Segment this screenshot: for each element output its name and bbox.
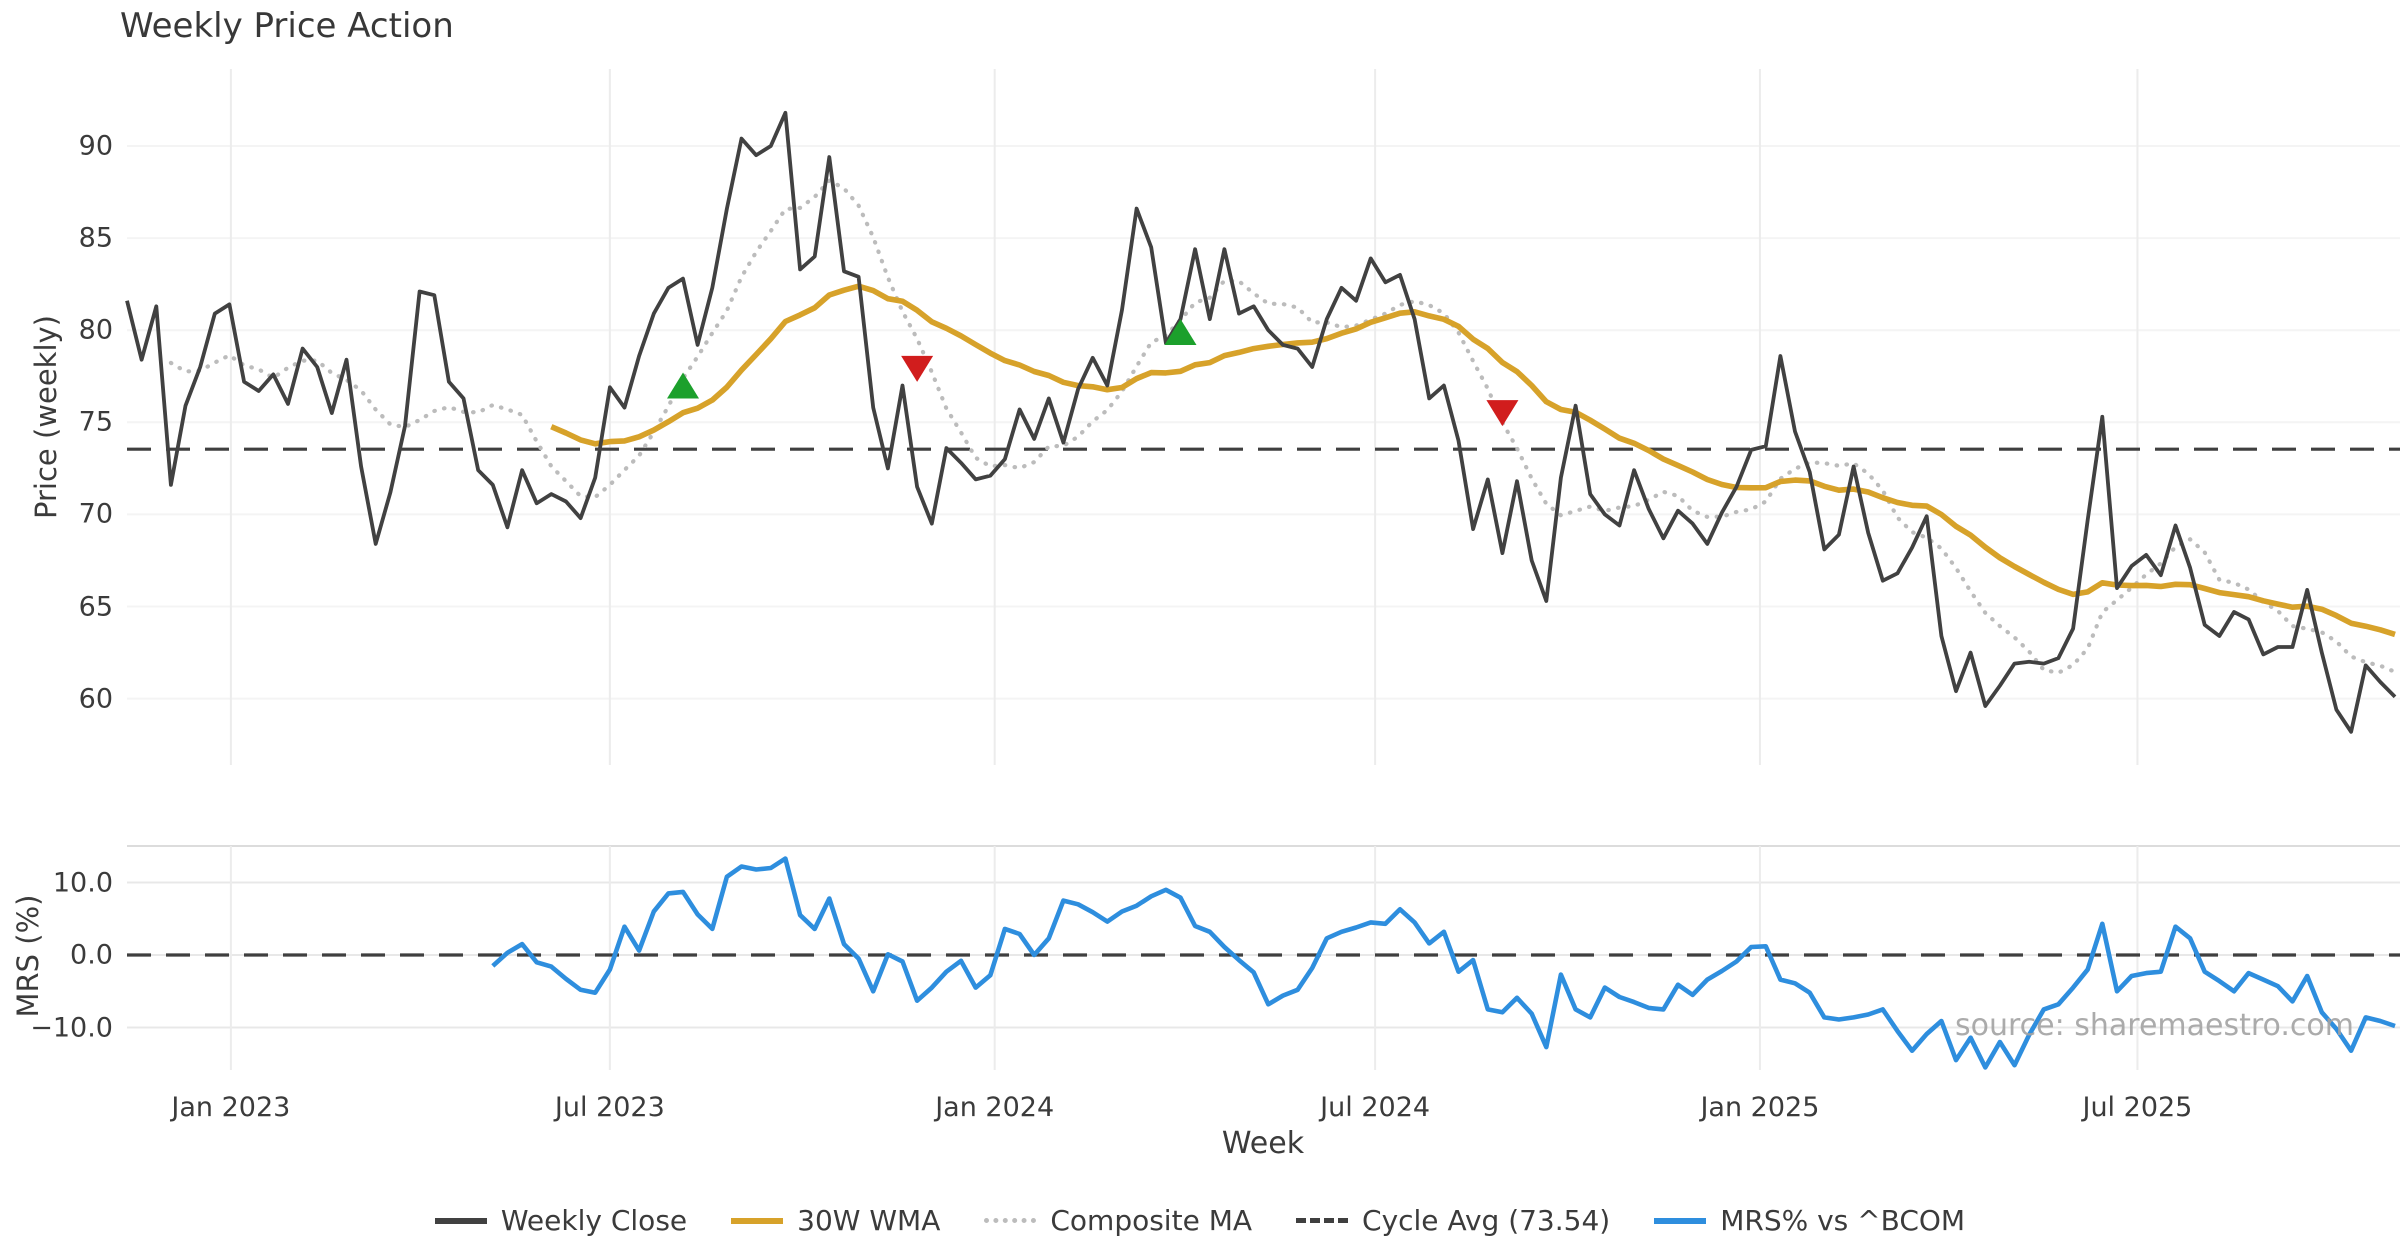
price-ytick-label: 90 xyxy=(78,130,113,162)
price-axis-label: Price (weekly) xyxy=(29,314,63,520)
mrs-ytick-label: 10.0 xyxy=(52,867,113,898)
legend-swatch-dotted xyxy=(984,1218,1037,1223)
mrs-ytick-label: −10.0 xyxy=(30,1012,113,1043)
composite-ma-line xyxy=(168,178,2398,675)
legend-label: Cycle Avg (73.54) xyxy=(1362,1204,1611,1237)
sell-signal-marker xyxy=(901,355,934,382)
buy-signal-marker xyxy=(1164,319,1197,346)
mrs-line xyxy=(491,856,2396,1070)
price-ytick-label: 85 xyxy=(78,222,113,254)
price-ytick-label: 65 xyxy=(78,591,113,622)
sell-signal-marker xyxy=(1486,400,1519,427)
legend-swatch-solid xyxy=(434,1217,487,1224)
legend-item: Composite MA xyxy=(984,1204,1252,1237)
price-ytick-label: 60 xyxy=(78,683,113,715)
x-tick-label: Jan 2024 xyxy=(935,1092,1055,1123)
legend-item: Cycle Avg (73.54) xyxy=(1296,1204,1610,1237)
legend-swatch-solid xyxy=(731,1217,784,1224)
legend-label: Composite MA xyxy=(1050,1204,1253,1237)
mrs-ytick-label: 0.0 xyxy=(70,939,113,971)
x-tick-label: Jul 2025 xyxy=(2082,1092,2193,1123)
x-tick-label: Jan 2025 xyxy=(1700,1092,1820,1123)
mrs-axis-label: MRS (%) xyxy=(11,894,45,1018)
price-ytick-label: 70 xyxy=(78,498,113,530)
legend-item: MRS% vs ^BCOM xyxy=(1654,1204,1965,1237)
x-tick-label: Jul 2024 xyxy=(1320,1092,1431,1123)
x-axis-label: Week xyxy=(1221,1126,1305,1161)
legend-label: MRS% vs ^BCOM xyxy=(1720,1204,1966,1237)
x-tick-label: Jul 2023 xyxy=(554,1092,665,1123)
legend-item: 30W WMA xyxy=(731,1204,940,1237)
legend-swatch-dashed xyxy=(1296,1218,1349,1223)
page-title: Weekly Price Action xyxy=(120,6,454,46)
chart-legend: Weekly Close 30W WMA Composite MA Cycle Avg… xyxy=(0,1204,2400,1237)
price-ytick-label: 75 xyxy=(78,406,113,438)
source-watermark: source: sharemaestro.com xyxy=(1955,1008,2354,1043)
legend-label: 30W WMA xyxy=(797,1204,941,1237)
legend-swatch-solid xyxy=(1654,1217,1707,1224)
legend-label: Weekly Close xyxy=(500,1204,688,1237)
x-tick-label: Jan 2023 xyxy=(171,1092,291,1123)
weekly-close-line xyxy=(125,110,2397,734)
buy-signal-marker xyxy=(667,372,700,399)
wma-30w-line xyxy=(550,283,2396,638)
price-ytick-label: 80 xyxy=(78,314,113,346)
legend-item: Weekly Close xyxy=(434,1204,688,1237)
